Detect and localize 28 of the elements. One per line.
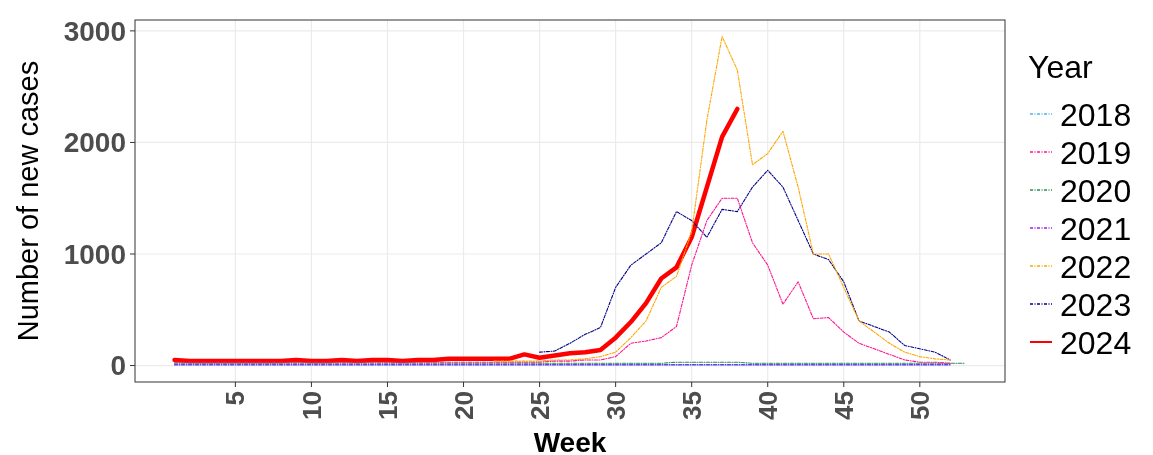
x-tick-label: 50 [904, 391, 935, 420]
legend-label: 2021 [1060, 210, 1132, 247]
line-series [493, 35, 951, 362]
x-tick-label: 35 [676, 391, 707, 420]
x-axis-title: Week [533, 427, 607, 455]
legend-label: 2022 [1060, 248, 1132, 285]
y-tick-label: 2000 [63, 127, 126, 159]
legend-label: 2020 [1060, 172, 1132, 209]
x-tick-label: 30 [600, 391, 631, 420]
x-tick-label: 25 [524, 391, 555, 420]
legend-label: 2024 [1060, 324, 1132, 361]
x-tick-label: 45 [828, 391, 859, 420]
line-series [172, 106, 740, 364]
x-tick-label: 40 [752, 391, 783, 420]
x-tick-label: 10 [296, 391, 327, 420]
y-tick-label: 3000 [63, 15, 126, 47]
legend-label: 2019 [1060, 134, 1132, 171]
line-series [174, 197, 951, 364]
legend-label: 2018 [1060, 96, 1132, 133]
x-tick-label: 15 [372, 391, 403, 420]
y-tick-label: 1000 [63, 238, 126, 270]
legend-title: Year [1028, 49, 1093, 85]
x-tick-label: 20 [448, 391, 479, 420]
legend-label: 2023 [1060, 286, 1132, 323]
y-axis-title: Number of new cases [12, 60, 44, 342]
x-tick-label: 5 [220, 391, 251, 406]
line-series [539, 169, 951, 361]
y-tick-label: 0 [110, 350, 126, 382]
